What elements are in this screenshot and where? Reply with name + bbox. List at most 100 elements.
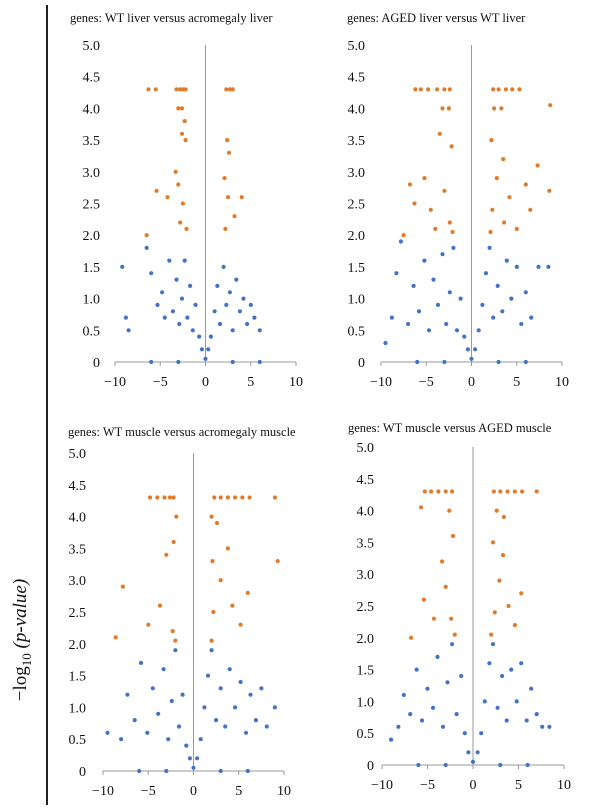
y-tick-label: 5.0 [348,39,366,54]
series-significant [401,87,553,238]
data-point [428,207,433,212]
data-point [422,258,427,263]
data-point [501,514,506,520]
data-point [183,87,188,92]
data-point [182,119,187,124]
data-point [440,724,446,729]
data-point [433,226,438,231]
data-point [197,334,202,339]
data-point [497,578,502,583]
data-point [164,552,169,557]
data-point [447,290,452,295]
y-tick-label: 3.0 [357,568,375,583]
data-point [138,660,144,666]
data-point [195,756,200,761]
data-point [500,309,505,314]
data-point [501,157,506,162]
data-point [489,632,494,637]
volcano-panel-3: genes: WT muscle versus acromegaly muscl… [68,425,296,799]
data-point [257,328,262,333]
y-tick-label: 0 [367,759,374,774]
data-point [401,692,406,698]
data-point [462,731,467,736]
data-point [170,629,175,634]
data-point [176,106,181,111]
data-point [520,489,525,494]
y-tick-label: 4.0 [69,511,87,526]
y-tick-label: 3.5 [357,536,375,551]
series-significant [409,489,539,640]
data-point [240,495,245,500]
data-point [546,264,551,269]
y-tick-label: 1.5 [69,670,87,685]
data-point [171,539,176,545]
data-point [156,711,161,716]
data-point [241,296,246,301]
data-point [187,756,192,761]
data-point [492,106,497,111]
data-point [248,692,253,697]
data-point [154,188,159,193]
data-point [174,514,179,519]
data-point [487,661,492,666]
y-tick-label: 5.0 [357,441,375,456]
data-point [233,495,238,500]
data-point [398,239,403,244]
data-point [525,762,530,768]
data-point [479,731,484,736]
data-point [162,315,167,320]
data-point [179,106,185,111]
data-point [237,309,242,314]
data-point [245,321,250,327]
data-point [442,359,447,365]
data-point [212,309,217,314]
series-nonsignificant [120,245,262,365]
data-point [407,182,413,187]
x-tick-label: 0 [202,375,209,390]
data-point [435,654,440,660]
data-point [155,302,160,307]
data-point [223,724,228,729]
data-point [182,258,187,263]
data-point [157,603,163,608]
data-point [502,220,507,225]
x-tick-label: −10 [370,375,392,390]
data-point [514,699,519,704]
data-point [208,334,213,339]
data-point [449,616,454,621]
data-point [443,489,448,494]
data-point [470,759,476,764]
data-point [447,87,452,92]
data-point [209,514,214,519]
data-point [206,347,211,352]
data-point [459,673,464,679]
data-point [264,724,269,729]
x-tick-label: −10 [104,375,126,390]
data-point [120,264,125,269]
data-point [447,220,452,225]
x-tick-label: 0 [470,778,477,793]
data-point [512,489,518,494]
data-point [505,489,510,494]
data-point [534,489,539,494]
data-point [179,296,185,301]
series-nonsignificant [105,648,277,774]
y-tick-label: 5.0 [83,39,101,54]
y-tick-label: 0.5 [69,733,87,748]
data-point [422,176,427,181]
data-point [217,321,223,327]
data-point [184,226,189,231]
data-point [209,648,214,653]
data-point [489,138,494,143]
series-nonsignificant [389,642,552,768]
data-point [238,622,243,627]
y-tick-label: 2.5 [357,600,375,615]
data-point [180,692,185,697]
data-point [185,315,190,320]
y-tick-label: 4.0 [357,505,375,520]
data-point [504,718,509,723]
data-point [179,131,185,136]
data-point [408,712,413,717]
data-point [146,622,151,627]
series-nonsignificant [383,239,551,365]
